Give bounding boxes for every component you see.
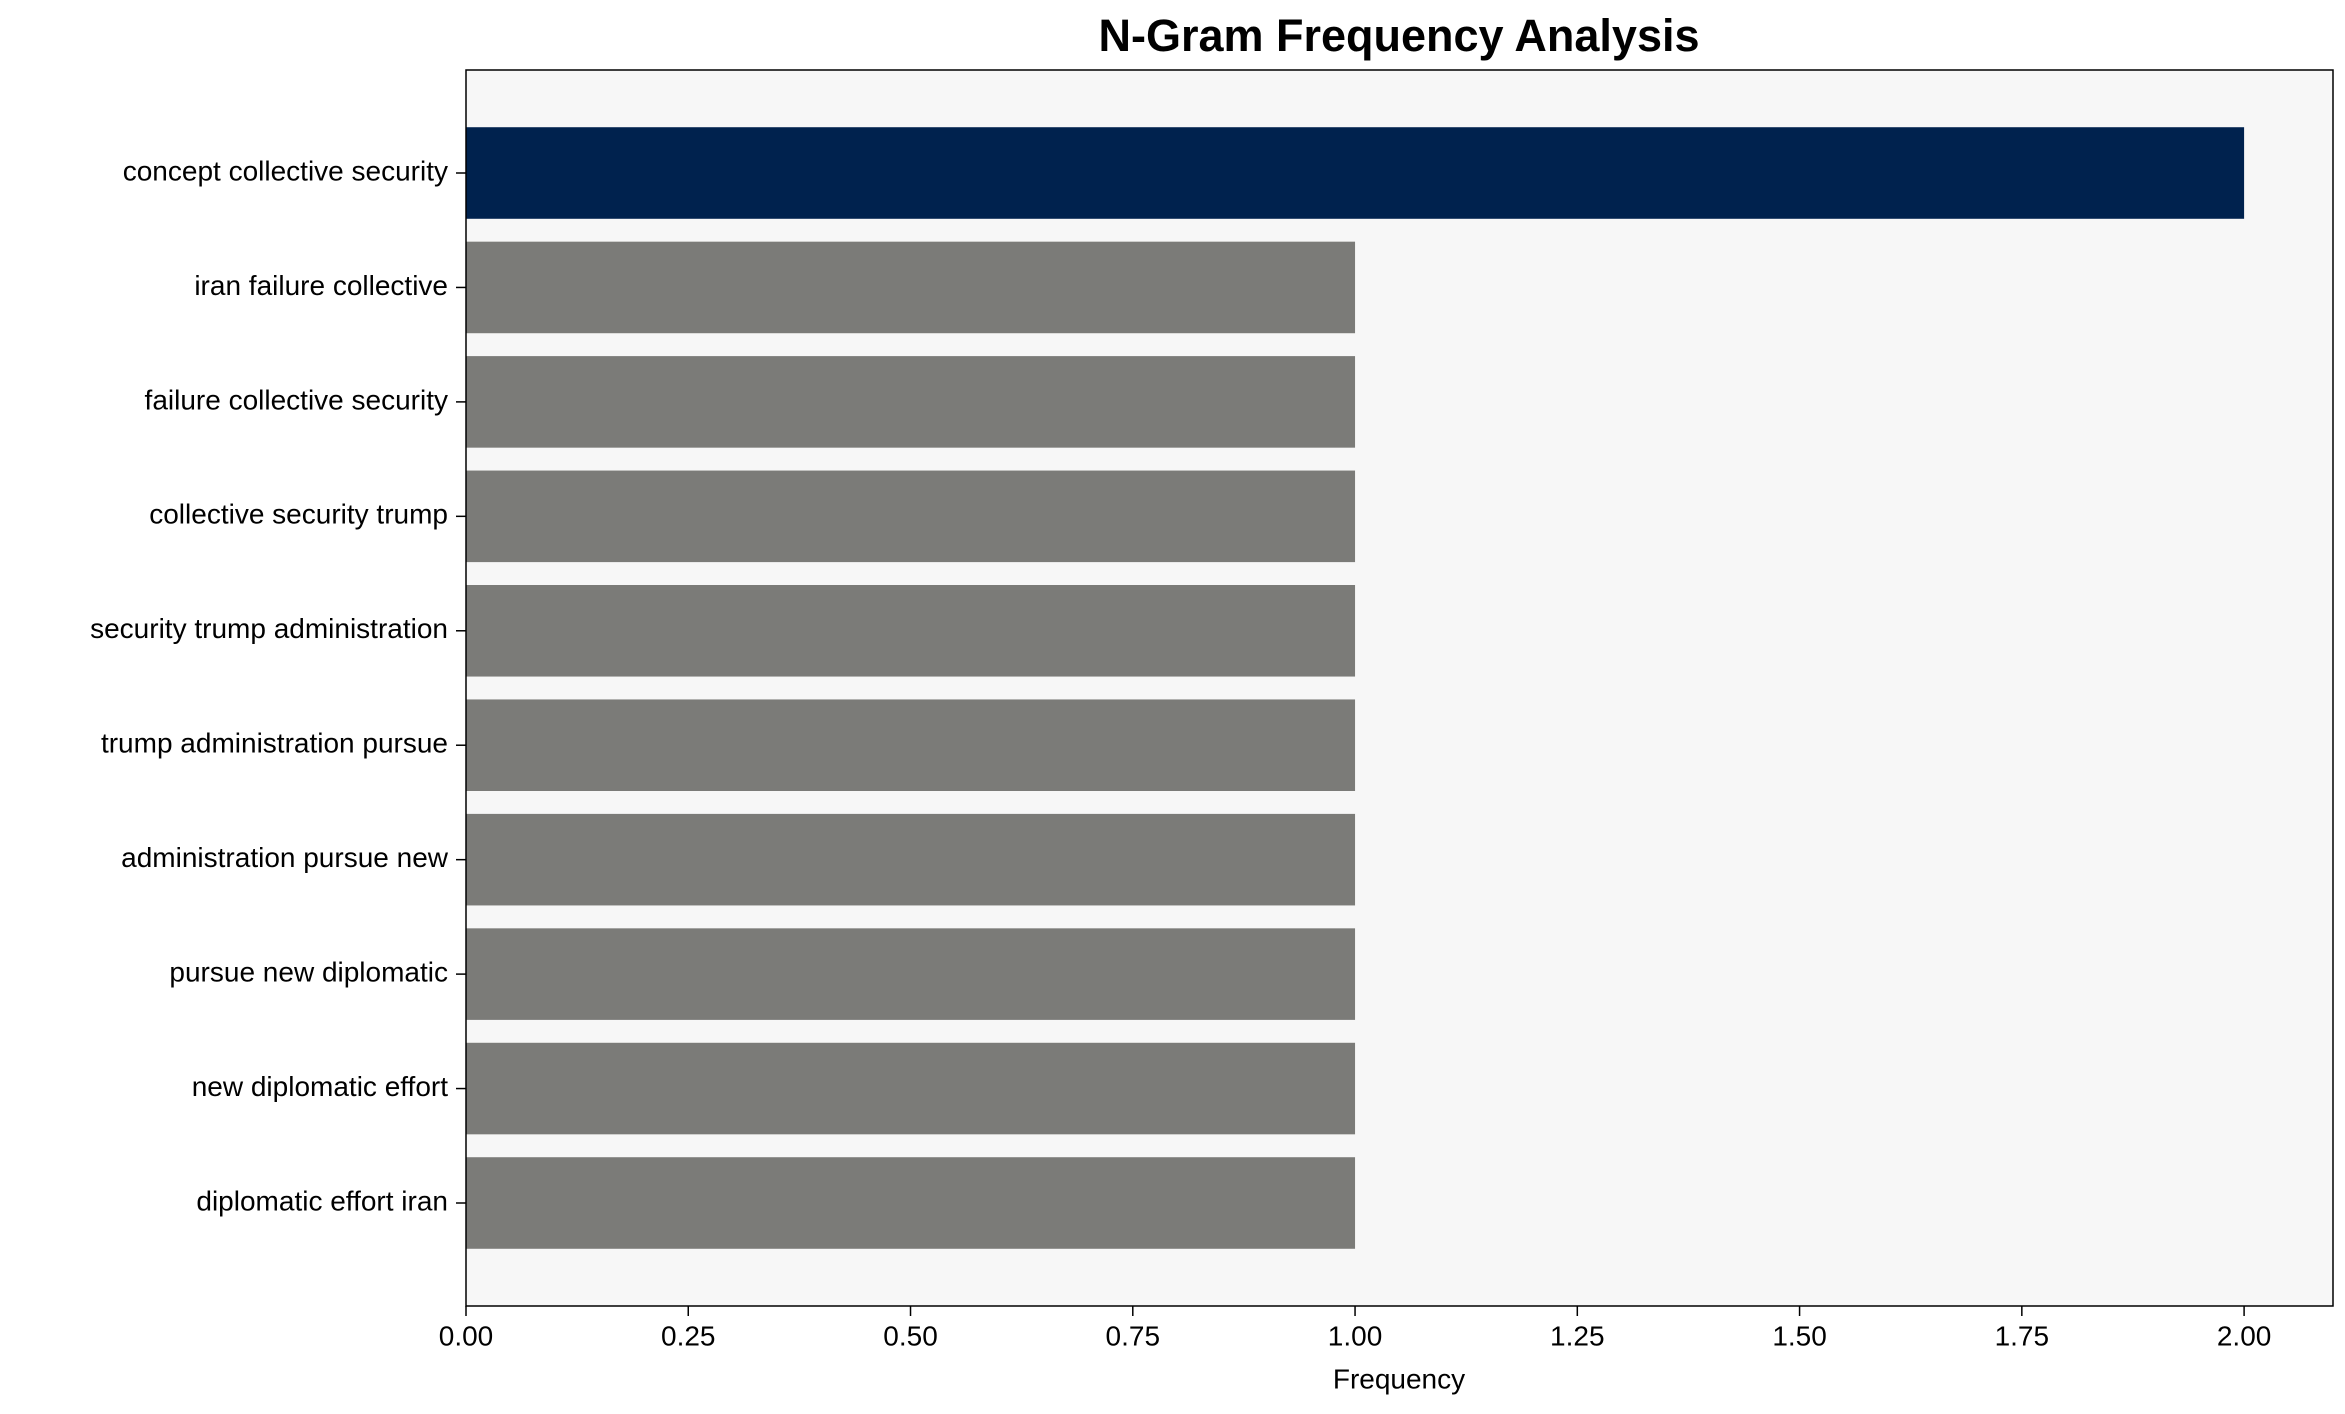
- y-tick-label: administration pursue new: [121, 842, 449, 873]
- bar: [466, 127, 2245, 219]
- x-tick-label: 1.75: [1995, 1320, 2050, 1351]
- y-tick-label: diplomatic effort iran: [196, 1185, 448, 1216]
- bar: [466, 356, 1356, 448]
- y-tick-label: failure collective security: [145, 384, 448, 415]
- y-tick-label: collective security trump: [149, 499, 448, 530]
- bar: [466, 470, 1356, 563]
- x-tick-label: 2.00: [2217, 1320, 2272, 1351]
- bar: [466, 813, 1356, 906]
- plot-frame: [465, 69, 2334, 1307]
- y-tick-label: new diplomatic effort: [192, 1071, 449, 1102]
- y-tick-label: trump administration pursue: [101, 728, 448, 759]
- x-tick-label: 0.00: [439, 1320, 494, 1351]
- y-tick-label: iran failure collective: [194, 270, 448, 301]
- x-tick-label: 1.00: [1328, 1320, 1383, 1351]
- x-axis-label: Frequency: [1333, 1363, 1465, 1394]
- x-tick-label: 1.50: [1772, 1320, 1827, 1351]
- x-tick-label: 0.75: [1106, 1320, 1161, 1351]
- bar: [466, 241, 1356, 334]
- bar: [466, 1157, 1356, 1249]
- bar: [466, 699, 1356, 791]
- y-tick-label: pursue new diplomatic: [169, 957, 448, 988]
- x-tick-label: 0.25: [661, 1320, 716, 1351]
- bar: [466, 928, 1356, 1020]
- chart-title: N-Gram Frequency Analysis: [1098, 10, 1699, 61]
- y-tick-label: concept collective security: [123, 155, 448, 186]
- bar: [466, 585, 1356, 677]
- x-tick-label: 0.50: [883, 1320, 938, 1351]
- bar: [466, 1042, 1356, 1135]
- x-tick-label: 1.25: [1550, 1320, 1605, 1351]
- y-tick-label: security trump administration: [90, 613, 448, 644]
